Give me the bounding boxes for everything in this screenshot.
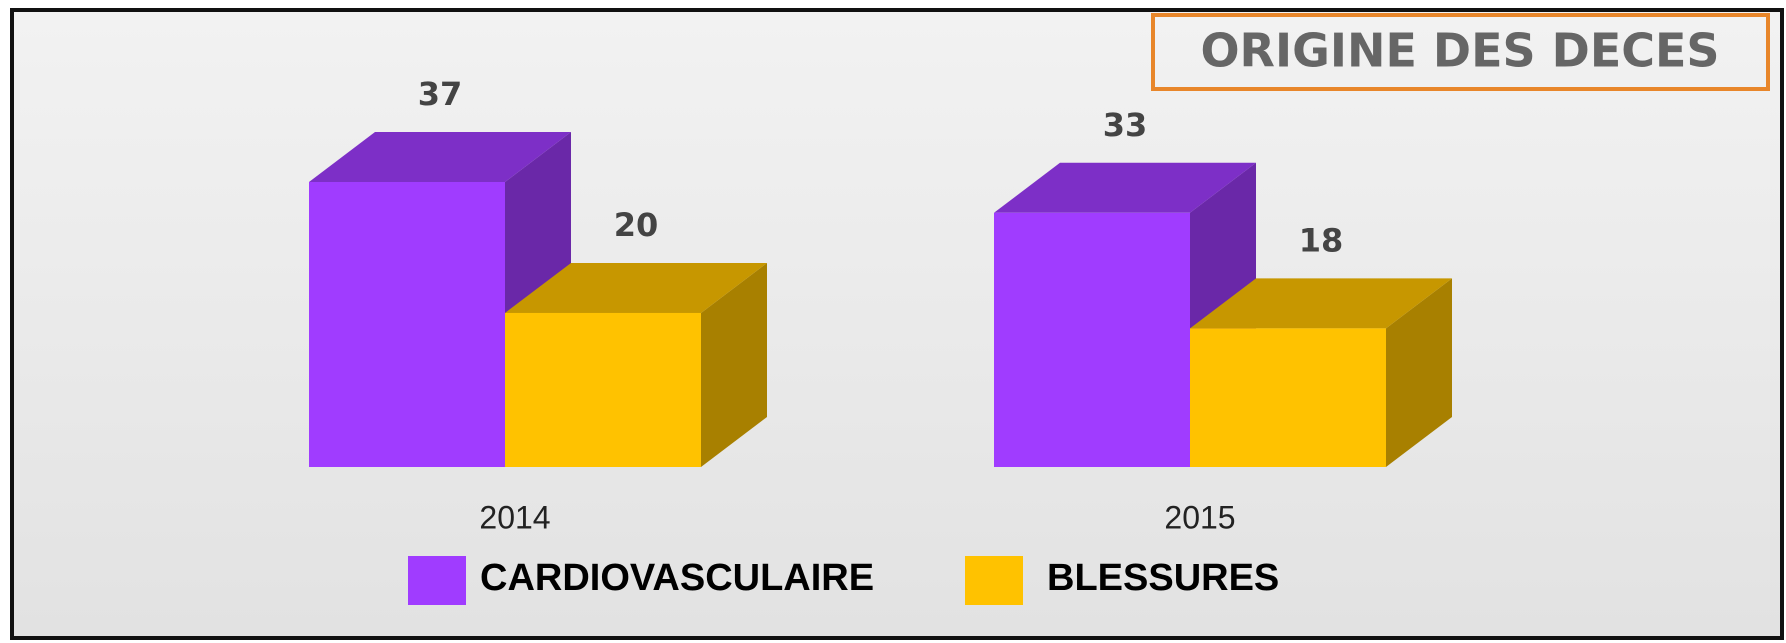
bar-top bbox=[505, 262, 767, 313]
bar-top bbox=[994, 162, 1256, 213]
legend-swatch bbox=[408, 556, 466, 605]
chart-frame bbox=[10, 8, 1784, 640]
legend-label: CARDIOVASCULAIRE bbox=[480, 557, 874, 599]
title-box bbox=[1151, 13, 1770, 91]
bar-top bbox=[1190, 278, 1452, 329]
bar-top bbox=[309, 132, 571, 182]
legend-swatch bbox=[965, 556, 1023, 605]
data-label: 33 bbox=[1103, 106, 1148, 144]
bar bbox=[309, 182, 505, 467]
x-tick-label: 2015 bbox=[1164, 499, 1235, 535]
bar bbox=[994, 212, 1190, 467]
data-label: 37 bbox=[418, 75, 463, 113]
x-tick-label: 2014 bbox=[479, 499, 550, 535]
bar-side bbox=[701, 262, 767, 467]
data-label: 20 bbox=[614, 206, 659, 244]
legend-label: BLESSURES bbox=[1047, 557, 1279, 599]
bar bbox=[1190, 328, 1386, 467]
chart-title: ORIGINE DES DECES bbox=[1200, 24, 1719, 78]
data-label: 18 bbox=[1299, 221, 1344, 259]
bar bbox=[505, 312, 701, 467]
bar-side bbox=[1386, 278, 1452, 467]
